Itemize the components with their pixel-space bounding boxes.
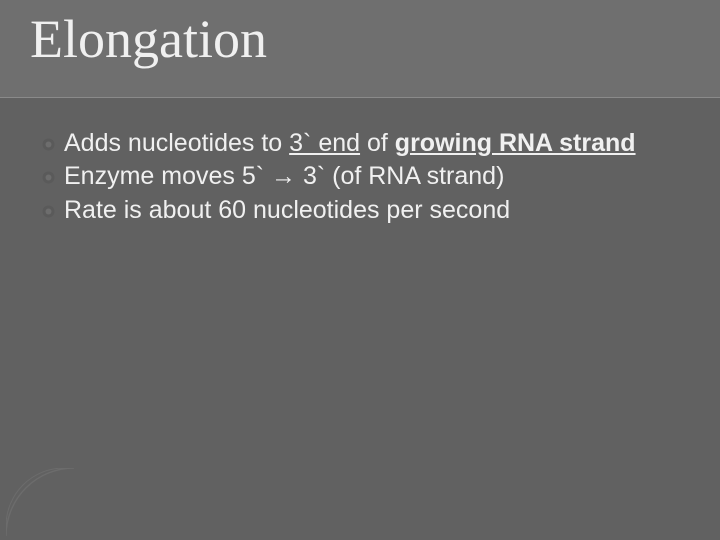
bullet-item: Rate is about 60 nucleotides per second bbox=[42, 195, 660, 226]
content-area: Adds nucleotides to 3` end of growing RN… bbox=[42, 128, 660, 228]
text-bold-underlined: growing RNA strand bbox=[395, 129, 636, 157]
bullet-text: Enzyme moves 5` → 3` (of RNA strand) bbox=[64, 161, 660, 192]
slide-title: Elongation bbox=[30, 8, 720, 70]
arrow-icon: → bbox=[271, 162, 296, 190]
bullet-marker-icon bbox=[42, 171, 55, 184]
text-fragment: Enzyme moves 5` bbox=[64, 162, 271, 190]
text-fragment: Adds nucleotides to bbox=[64, 129, 289, 157]
text-fragment: of bbox=[360, 129, 395, 157]
text-fragment: 3` (of RNA strand) bbox=[296, 162, 504, 190]
bullet-item: Adds nucleotides to 3` end of growing RN… bbox=[42, 128, 660, 159]
title-band: Elongation bbox=[0, 0, 720, 98]
bullet-text: Rate is about 60 nucleotides per second bbox=[64, 195, 660, 226]
bullet-item: Enzyme moves 5` → 3` (of RNA strand) bbox=[42, 161, 660, 192]
bullet-marker-icon bbox=[42, 205, 55, 218]
bullet-marker-icon bbox=[42, 138, 55, 151]
text-underlined: 3` end bbox=[289, 129, 360, 157]
bullet-text: Adds nucleotides to 3` end of growing RN… bbox=[64, 128, 660, 159]
corner-arc-icon bbox=[6, 468, 74, 536]
